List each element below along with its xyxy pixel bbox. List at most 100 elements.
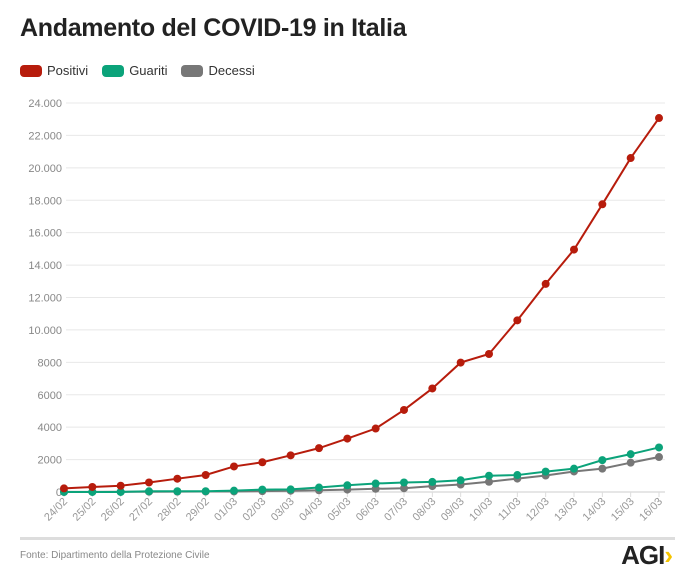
data-point-positivi xyxy=(258,458,267,467)
data-point-positivi xyxy=(541,279,550,288)
data-point-guariti xyxy=(343,481,352,490)
y-tick-label: 10.000 xyxy=(28,325,62,337)
data-point-positivi xyxy=(145,478,153,487)
data-point-positivi xyxy=(173,474,182,483)
data-point-guariti xyxy=(626,450,635,459)
x-tick-label: 02/03 xyxy=(241,496,269,524)
y-tick-label: 14.000 xyxy=(28,260,62,272)
data-point-positivi xyxy=(230,462,238,471)
data-point-positivi xyxy=(116,481,125,490)
x-tick-label: 07/03 xyxy=(382,496,410,524)
data-point-guariti xyxy=(201,487,210,496)
data-point-decessi xyxy=(598,464,607,473)
data-point-positivi xyxy=(485,350,493,359)
data-point-decessi xyxy=(400,484,408,493)
y-tick-label: 8000 xyxy=(38,357,62,369)
legend-label: Positivi xyxy=(47,63,89,78)
legend-swatch xyxy=(181,64,204,77)
x-tick-label: 28/02 xyxy=(156,496,184,524)
x-tick-label: 08/03 xyxy=(411,496,439,524)
y-tick-label: 12.000 xyxy=(28,293,62,305)
data-point-positivi xyxy=(598,200,607,209)
series-line-decessi xyxy=(63,456,660,493)
legend-item-decessi[interactable]: Decessi xyxy=(181,63,255,78)
legend-label: Guariti xyxy=(129,63,168,78)
data-point-positivi xyxy=(343,434,352,443)
data-point-guariti xyxy=(116,487,125,496)
y-tick-label: 24.000 xyxy=(28,98,62,110)
data-point-guariti xyxy=(230,486,238,495)
data-point-positivi xyxy=(286,451,295,460)
data-point-decessi xyxy=(655,453,663,462)
x-tick-label: 15/03 xyxy=(609,496,637,524)
legend-swatch xyxy=(20,64,42,77)
data-point-guariti xyxy=(655,443,663,452)
data-point-decessi xyxy=(485,477,493,486)
data-point-guariti xyxy=(541,467,550,476)
y-tick-label: 20.000 xyxy=(28,163,62,175)
data-point-guariti xyxy=(400,478,408,487)
data-point-positivi xyxy=(88,482,97,491)
x-tick-label: 09/03 xyxy=(439,496,467,524)
x-tick-label: 27/02 xyxy=(127,496,155,524)
data-point-guariti xyxy=(485,471,493,480)
chart-title: Andamento del COVID-19 in Italia xyxy=(20,14,407,42)
x-tick-label: 04/03 xyxy=(297,496,325,524)
x-tick-label: 26/02 xyxy=(99,496,127,524)
data-point-guariti xyxy=(145,487,153,496)
data-point-decessi xyxy=(626,458,635,467)
y-tick-label: 18.000 xyxy=(28,195,62,207)
y-tick-label: 2000 xyxy=(38,455,62,467)
legend-item-guariti[interactable]: Guariti xyxy=(102,63,167,78)
line-chart: 0 2000 4000 6000 8000 10.000 12.000 14.000 16.00… xyxy=(28,98,665,524)
data-point-positivi xyxy=(315,444,323,453)
data-point-guariti xyxy=(513,471,522,480)
legend-label: Decessi xyxy=(208,63,255,78)
data-point-positivi xyxy=(60,484,68,493)
data-point-positivi xyxy=(513,316,522,325)
data-point-positivi xyxy=(570,245,578,254)
y-tick-label: 4000 xyxy=(38,422,62,434)
data-point-guariti xyxy=(598,456,607,465)
legend-swatch xyxy=(102,64,125,77)
y-tick-label: 0 xyxy=(56,487,62,499)
data-point-guariti xyxy=(258,485,267,494)
data-point-positivi xyxy=(400,405,408,414)
x-tick-label: 13/03 xyxy=(552,496,580,524)
data-point-positivi xyxy=(371,424,380,433)
x-tick-label: 14/03 xyxy=(581,496,609,524)
x-tick-label: 05/03 xyxy=(326,496,354,524)
data-point-guariti xyxy=(456,476,465,485)
x-tick-label: 03/03 xyxy=(269,496,297,524)
x-tick-label: 24/02 xyxy=(42,496,70,524)
data-point-positivi xyxy=(456,358,465,367)
data-point-positivi xyxy=(655,114,663,123)
data-point-guariti xyxy=(315,483,323,492)
series-line-guariti xyxy=(64,446,660,493)
y-tick-label: 6000 xyxy=(38,390,62,402)
agi-logo: AGI› xyxy=(621,540,673,570)
data-point-positivi xyxy=(626,154,635,163)
x-tick-label: 11/03 xyxy=(496,496,523,523)
x-tick-label: 10/03 xyxy=(467,496,495,524)
source-note: Fonte: Dipartimento della Protezione Civ… xyxy=(20,550,210,561)
data-point-guariti xyxy=(173,487,182,496)
x-tick-label: 16/03 xyxy=(637,496,665,524)
x-tick-label: 01/03 xyxy=(212,496,240,524)
data-point-positivi xyxy=(201,470,210,479)
legend-item-positivi[interactable]: Positivi xyxy=(20,63,88,78)
y-tick-label: 22.000 xyxy=(28,130,62,142)
x-tick-label: 06/03 xyxy=(354,496,382,524)
data-point-guariti xyxy=(570,464,578,473)
x-tick-label: 29/02 xyxy=(184,496,212,524)
series-line-positivi xyxy=(63,117,660,490)
data-point-positivi xyxy=(428,384,437,393)
legend: Positivi Guariti Decessi xyxy=(20,63,255,78)
footer-divider xyxy=(20,537,675,540)
x-tick-label: 12/03 xyxy=(524,496,552,524)
x-tick-label: 25/02 xyxy=(71,496,99,524)
data-point-guariti xyxy=(286,485,295,494)
data-point-guariti xyxy=(371,479,380,488)
data-point-guariti xyxy=(428,477,437,486)
y-tick-label: 16.000 xyxy=(28,228,62,240)
